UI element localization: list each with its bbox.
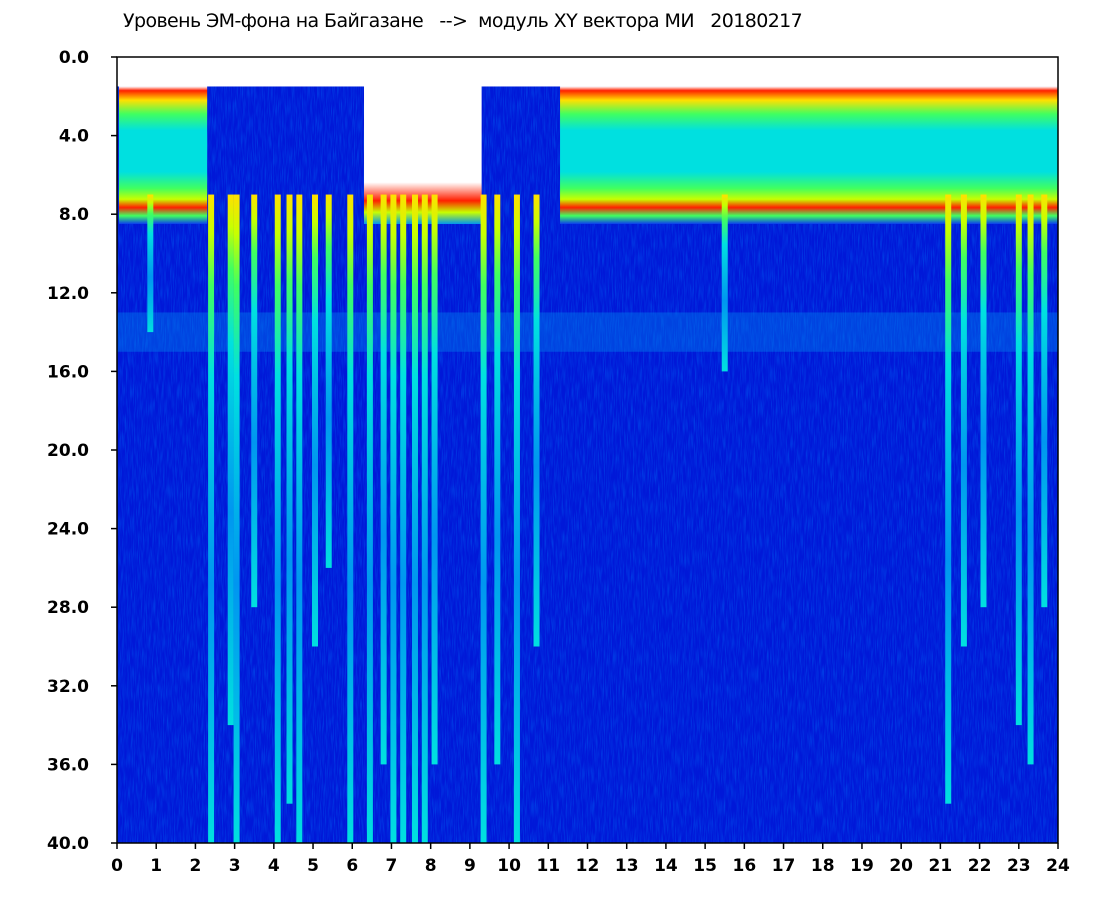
upper-band [560, 86, 1058, 225]
x-tick-label: 16 [732, 856, 756, 876]
top-white-strip [117, 57, 1058, 87]
spectral-streak [721, 194, 728, 372]
spectral-streak [227, 194, 234, 726]
x-tick-label: 24 [1046, 856, 1070, 876]
y-tick-label: 8.0 [59, 205, 89, 225]
spectral-streak [208, 194, 215, 843]
spectral-streak [296, 194, 303, 843]
spectral-streak [147, 194, 154, 333]
x-tick-label: 5 [307, 856, 319, 876]
axes: 0 1 2 3 4 5 6 7 8 9 10 11 12 13 14 15 16 17 18 19 20 21 22 23 24… [47, 48, 1070, 876]
x-tick-label: 20 [889, 856, 913, 876]
x-tick-label: 4 [268, 856, 280, 876]
x-tick-label: 19 [850, 856, 874, 876]
x-tick-label: 10 [497, 856, 521, 876]
x-tick-label: 9 [464, 856, 476, 876]
y-tick-label: 20.0 [47, 441, 89, 461]
secondary-band [117, 312, 1058, 352]
spectral-streak [960, 194, 967, 647]
x-tick-label: 21 [929, 856, 953, 876]
x-tick-label: 1 [150, 856, 162, 876]
spectral-streak [390, 194, 397, 843]
x-tick-label: 3 [229, 856, 241, 876]
spectral-streak [421, 194, 428, 843]
x-tick-label: 8 [425, 856, 437, 876]
x-tick-label: 13 [615, 856, 639, 876]
upper-band [118, 86, 208, 225]
x-tick-label: 22 [968, 856, 992, 876]
x-tick-label: 14 [654, 856, 678, 876]
spectral-streak [325, 194, 332, 568]
y-tick-label: 40.0 [47, 834, 89, 854]
x-tick-label: 2 [189, 856, 201, 876]
y-tick-label: 28.0 [47, 598, 89, 618]
spectral-streak [980, 194, 987, 608]
y-tick-label: 24.0 [47, 520, 89, 540]
spectral-streak [400, 194, 407, 843]
spectral-streak [533, 194, 540, 647]
spectral-streak [1041, 194, 1048, 608]
spectral-streak [494, 194, 501, 765]
chart-title: Уровень ЭМ-фона на Байгазане --> модуль … [123, 10, 803, 32]
y-tick-label: 16.0 [47, 362, 89, 382]
x-tick-label: 11 [536, 856, 560, 876]
spectral-streak [274, 194, 281, 843]
spectral-streak [1015, 194, 1022, 726]
spectral-streak [286, 194, 293, 804]
x-tick-label: 18 [811, 856, 835, 876]
spectral-streak [431, 194, 438, 765]
spectral-streak [233, 194, 240, 843]
x-tick-label: 17 [772, 856, 796, 876]
y-tick-label: 0.0 [59, 48, 89, 68]
x-tick-label: 15 [693, 856, 717, 876]
x-tick-label: 12 [576, 856, 600, 876]
spectral-streak [480, 194, 487, 843]
x-tick-label: 23 [1007, 856, 1031, 876]
y-tick-label: 12.0 [47, 284, 89, 304]
plot-area [117, 57, 1058, 843]
y-tick-label: 4.0 [59, 127, 89, 147]
spectral-streak [945, 194, 952, 804]
spectral-streak [366, 194, 373, 843]
y-tick-label: 32.0 [47, 677, 89, 697]
x-tick-label: 7 [386, 856, 398, 876]
spectral-streak [380, 194, 387, 765]
x-tick-label: 0 [111, 856, 123, 876]
spectral-streak [411, 194, 418, 843]
x-tick-label: 6 [346, 856, 358, 876]
spectral-streak [251, 194, 258, 608]
spectral-streak [312, 194, 319, 647]
spectral-streak [347, 194, 354, 843]
spectral-streak [1027, 194, 1034, 765]
y-tick-label: 36.0 [47, 755, 89, 775]
spectral-streak [513, 194, 520, 843]
